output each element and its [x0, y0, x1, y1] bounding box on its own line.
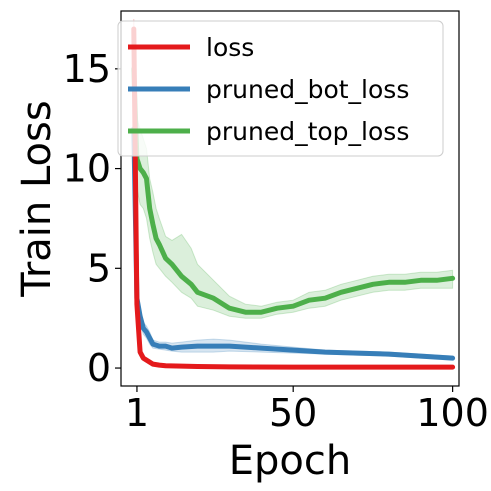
x-axis-ticks: 1 50 100 [125, 386, 489, 435]
line-pruned_top_loss [131, 66, 456, 315]
x-axis-title: Epoch [229, 438, 351, 484]
line-loss [131, 26, 456, 370]
y-axis-title: Train Loss [14, 100, 60, 297]
legend-label-pruned_top_loss: pruned_top_loss [206, 117, 409, 146]
legend-label-pruned_bot_loss: pruned_bot_loss [206, 75, 409, 104]
y-axis-ticks: 0 5 10 15 [63, 47, 121, 390]
legend-box [117, 20, 444, 157]
legend-label-loss: loss [206, 33, 254, 62]
series-lines [131, 26, 456, 370]
y-tick-label: 5 [87, 246, 111, 290]
plot-frame [120, 10, 460, 387]
x-tick-label: 1 [125, 391, 149, 435]
y-tick-label: 15 [63, 47, 111, 91]
legend: loss pruned_bot_loss pruned_top_loss [117, 20, 444, 157]
line-pruned_bot_loss [131, 126, 456, 361]
y-tick-label: 10 [63, 147, 111, 191]
y-tick-label: 0 [87, 346, 111, 390]
x-tick-label: 100 [416, 391, 489, 435]
x-tick-label: 50 [269, 391, 317, 435]
band-pruned_top_loss [133, 58, 454, 319]
